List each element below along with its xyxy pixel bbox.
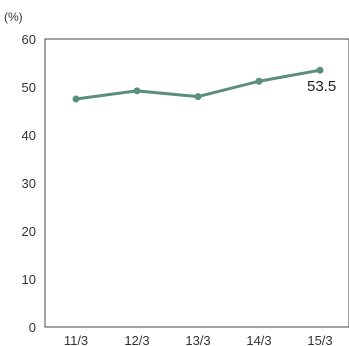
series-group	[72, 66, 324, 103]
plot-area-frame	[44, 38, 349, 328]
x-tick-label: 14/3	[246, 333, 271, 346]
y-tick-label: 50	[22, 80, 36, 95]
data-point	[72, 95, 80, 103]
x-tick-label: 11/3	[64, 333, 88, 346]
y-tick-label: 20	[22, 224, 36, 239]
y-tick-label: 0	[29, 320, 36, 335]
data-point	[133, 87, 141, 95]
data-point	[316, 66, 324, 74]
x-tick-label: 13/3	[185, 333, 210, 346]
y-tick-label: 40	[22, 128, 36, 143]
x-tick-label: 15/3	[307, 333, 332, 346]
data-label-last-point: 53.5	[307, 78, 336, 95]
y-axis-unit-label: (%)	[4, 10, 23, 24]
y-axis-tick-labels: 0 10 20 30 40 50 60	[22, 32, 36, 335]
y-tick-label: 60	[22, 32, 36, 47]
y-tick-label: 30	[22, 176, 36, 191]
x-tick-label: 12/3	[124, 333, 149, 346]
x-axis-tick-labels: 11/3 12/3 13/3 14/3 15/3	[64, 333, 333, 346]
data-point	[194, 93, 202, 101]
data-point	[255, 77, 263, 85]
y-tick-label: 10	[22, 272, 36, 287]
